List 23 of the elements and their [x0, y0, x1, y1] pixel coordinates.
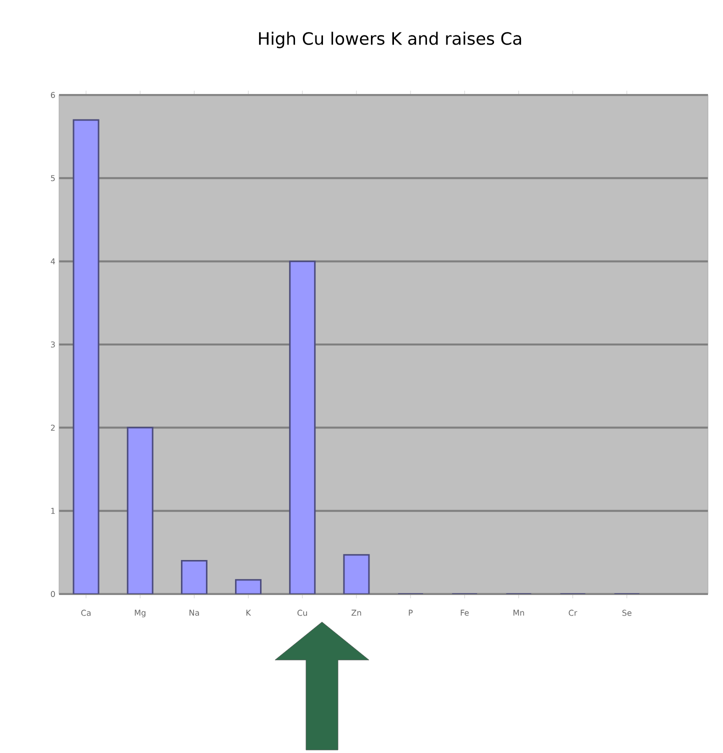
y-tick-label: 2 — [50, 424, 55, 431]
x-tick-label: Se — [622, 610, 632, 616]
x-tick-label: Cu — [298, 610, 307, 616]
x-tick-label: Mg — [134, 610, 146, 618]
x-tick-label: Ca — [81, 610, 91, 616]
y-tick-label: 1 — [51, 508, 55, 514]
x-tick-label: Fe — [460, 610, 469, 616]
y-tick-label: 4 — [50, 258, 56, 264]
x-tick-label: Mn — [514, 610, 524, 616]
y-tick-label: 3 — [50, 341, 55, 348]
bar — [289, 260, 316, 594]
bar — [126, 426, 154, 594]
x-tick-label: P — [408, 610, 413, 616]
bar — [343, 554, 370, 594]
y-tick-label: 6 — [50, 92, 55, 98]
x-tick-label: K — [246, 610, 252, 616]
y-tick-label: 5 — [50, 175, 55, 182]
chart-title: High Cu lowers K and raises Ca — [259, 32, 522, 48]
y-tick-label: 0 — [50, 590, 55, 598]
bar — [72, 119, 100, 594]
x-tick-label: Na — [190, 610, 199, 616]
x-tick-label: Zn — [352, 610, 362, 616]
x-tick-label: Cr — [568, 610, 578, 616]
